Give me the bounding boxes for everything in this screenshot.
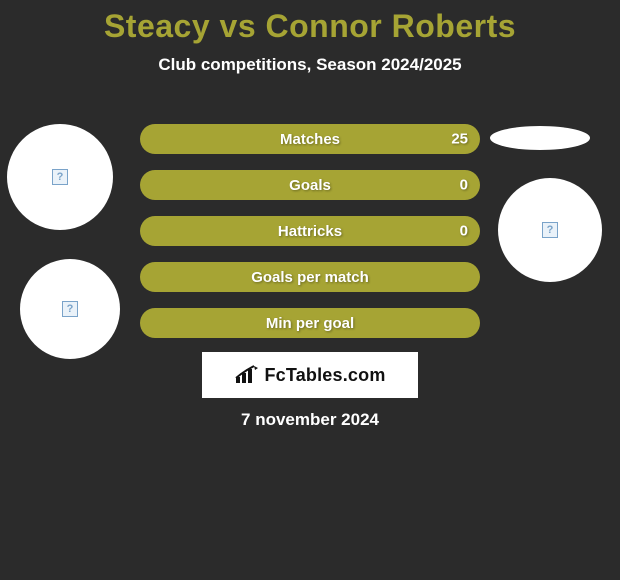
stat-label: Hattricks: [278, 223, 342, 240]
page-subtitle: Club competitions, Season 2024/2025: [0, 55, 620, 75]
stat-label: Goals per match: [251, 269, 369, 286]
stat-row: Hattricks 0: [140, 216, 480, 246]
placeholder-icon: ?: [52, 169, 68, 185]
stat-row: Matches 25: [140, 124, 480, 154]
avatar-right-bottom: ?: [498, 178, 602, 282]
avatar-right-ellipse: [490, 126, 590, 150]
stats-panel: Matches 25 Goals 0 Hattricks 0 Goals per match…: [140, 124, 480, 354]
stat-label: Matches: [280, 131, 340, 148]
stat-row: Min per goal: [140, 308, 480, 338]
placeholder-icon: ?: [542, 222, 558, 238]
avatar-left-bottom: ?: [20, 259, 120, 359]
brand-box: FcTables.com: [202, 352, 418, 398]
stat-label: Min per goal: [266, 315, 354, 332]
brand-text: FcTables.com: [264, 365, 385, 386]
stat-label: Goals: [289, 177, 331, 194]
stat-row: Goals 0: [140, 170, 480, 200]
placeholder-icon: ?: [62, 301, 78, 317]
bars-icon: [234, 365, 260, 385]
stat-value-right: 0: [460, 177, 468, 194]
stat-row: Goals per match: [140, 262, 480, 292]
stat-value-right: 25: [451, 131, 468, 148]
page-title: Steacy vs Connor Roberts: [0, 0, 620, 45]
avatar-left-top: ?: [7, 124, 113, 230]
date-label: 7 november 2024: [0, 410, 620, 430]
stat-value-right: 0: [460, 223, 468, 240]
